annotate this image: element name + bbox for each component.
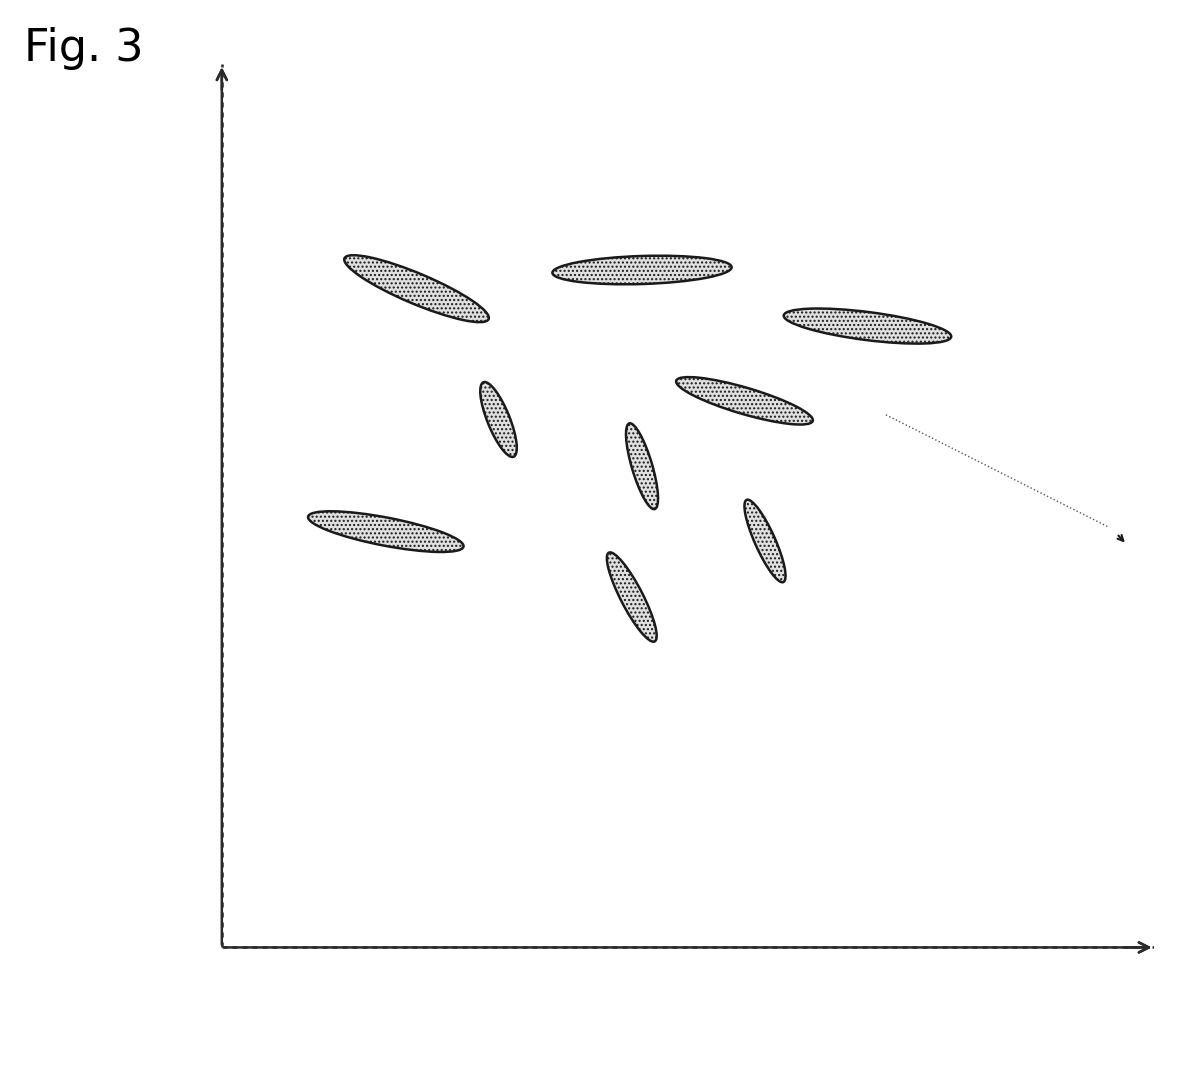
Ellipse shape <box>744 499 786 582</box>
Ellipse shape <box>552 256 732 285</box>
Ellipse shape <box>783 308 951 344</box>
Text: Fig. 3: Fig. 3 <box>24 27 144 70</box>
Ellipse shape <box>307 511 464 552</box>
Ellipse shape <box>626 423 659 509</box>
Ellipse shape <box>607 552 656 641</box>
Ellipse shape <box>344 256 489 322</box>
Ellipse shape <box>481 382 517 456</box>
Ellipse shape <box>676 377 813 424</box>
